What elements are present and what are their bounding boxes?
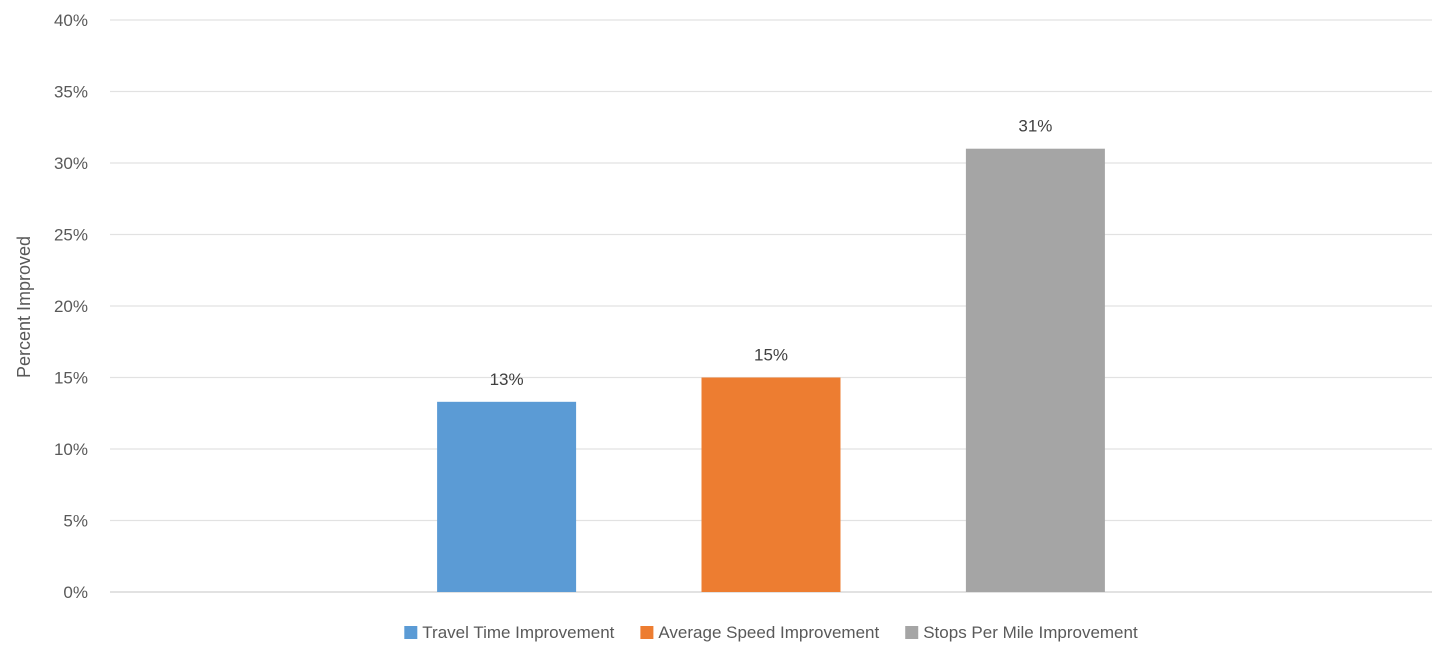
- legend-swatch: [640, 626, 654, 639]
- data-label: 13%: [490, 370, 524, 389]
- legend-item: Average Speed Improvement: [640, 623, 879, 642]
- y-tick-label: 0%: [63, 583, 88, 602]
- legend-label: Average Speed Improvement: [658, 623, 879, 642]
- data-label: 15%: [754, 346, 788, 365]
- bar: [437, 401, 577, 592]
- bar: [965, 148, 1105, 592]
- legend-item: Travel Time Improvement: [404, 623, 615, 642]
- y-tick-label: 15%: [54, 369, 88, 388]
- y-tick-label: 20%: [54, 297, 88, 316]
- y-axis-ticks: 0% 5% 10% 15% 20% 25% 30% 35% 40%: [54, 11, 88, 602]
- legend-item: Stops Per Mile Improvement: [905, 623, 1138, 642]
- legend-label: Stops Per Mile Improvement: [923, 623, 1138, 642]
- legend-swatch: [905, 626, 919, 639]
- y-tick-label: 5%: [63, 512, 88, 531]
- legend-swatch: [404, 626, 418, 639]
- bar: [701, 377, 841, 592]
- data-label: 31%: [1018, 117, 1052, 136]
- y-tick-label: 25%: [54, 226, 88, 245]
- data-labels: 13% 15% 31%: [490, 117, 1053, 389]
- y-tick-label: 10%: [54, 440, 88, 459]
- y-tick-label: 35%: [54, 83, 88, 102]
- bars: [437, 148, 1105, 592]
- y-tick-label: 40%: [54, 11, 88, 30]
- y-axis-title: Percent Improved: [14, 236, 34, 378]
- legend-label: Travel Time Improvement: [422, 623, 614, 642]
- gridlines: [110, 19, 1432, 593]
- y-tick-label: 30%: [54, 154, 88, 173]
- legend: Travel Time Improvement Average Speed Imp…: [404, 623, 1138, 642]
